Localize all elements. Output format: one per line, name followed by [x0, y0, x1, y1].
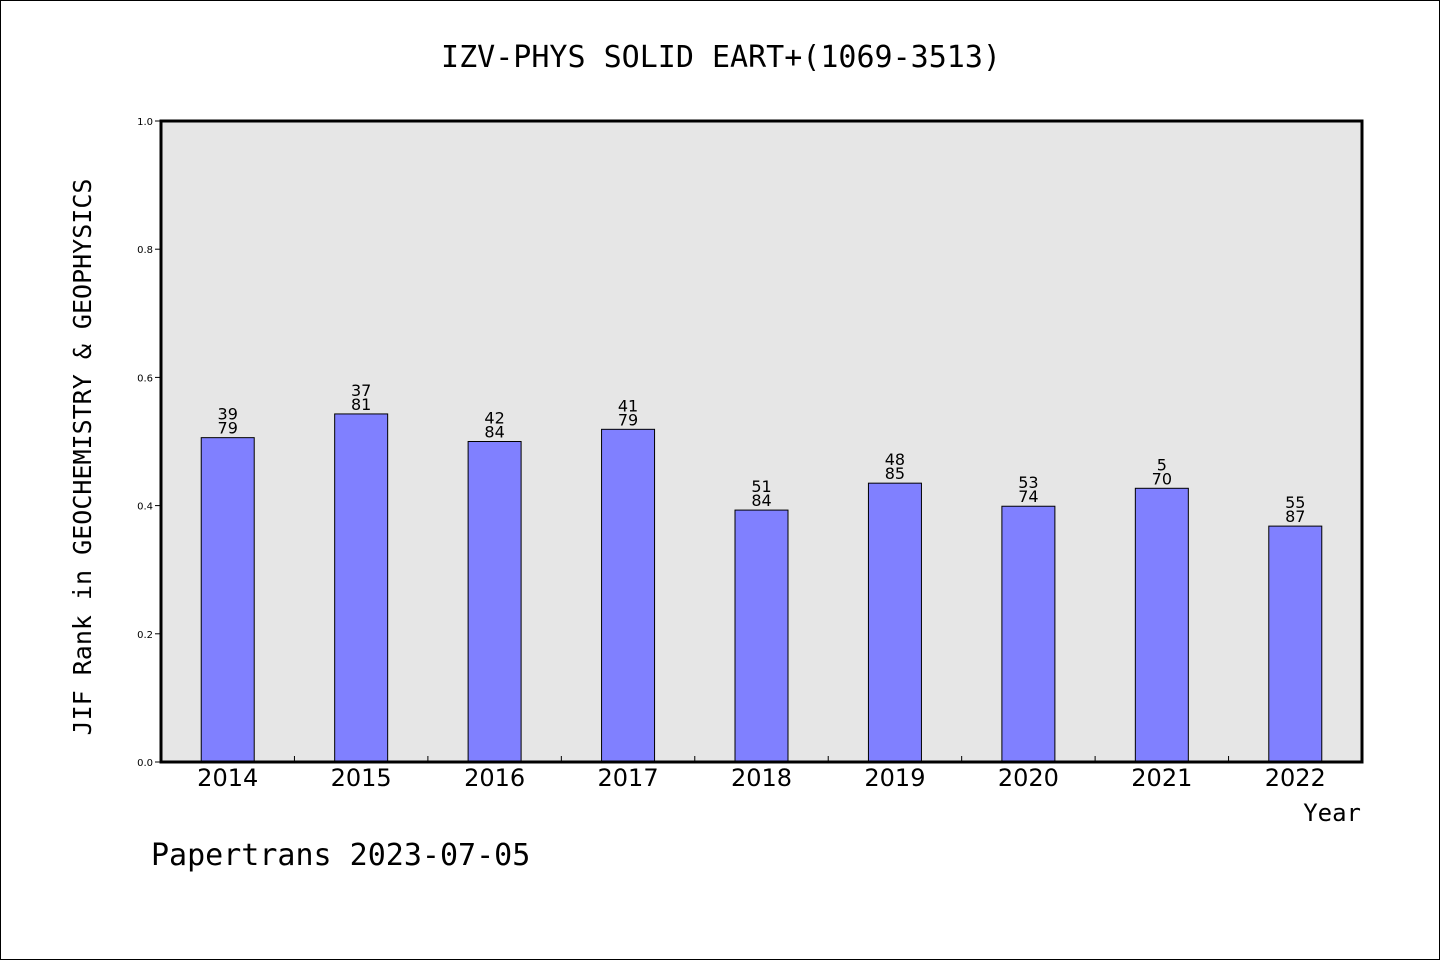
- y-tick-label: 0.4: [137, 502, 153, 513]
- y-tick-label: 0.6: [137, 373, 153, 384]
- bar: [867, 482, 922, 763]
- bar: [200, 437, 255, 763]
- y-tick-label: 1.0: [137, 117, 153, 128]
- bar: [467, 441, 522, 763]
- bar: [734, 509, 789, 763]
- bar-total-label: 79: [618, 410, 638, 429]
- y-tick-label: 0.0: [137, 758, 153, 769]
- bar: [601, 428, 656, 763]
- bar-total-label: 85: [885, 464, 905, 483]
- bar-total-label: 84: [751, 491, 771, 510]
- x-tick-label: 2014: [197, 764, 258, 792]
- bar-total-label: 84: [484, 423, 504, 442]
- x-tick-label: 2020: [998, 764, 1059, 792]
- footer-credit: Papertrans 2023-07-05: [151, 838, 530, 873]
- bar-rank-label: 39: [218, 405, 238, 424]
- bar-total-label: 79: [218, 419, 238, 438]
- bar-rank-label: 53: [1018, 473, 1038, 492]
- x-tick-label: 2022: [1265, 764, 1326, 792]
- bar: [1001, 505, 1056, 763]
- x-tick-label: 2016: [464, 764, 525, 792]
- bar-rank-label: 42: [484, 409, 504, 428]
- x-tick-label: 2019: [864, 764, 925, 792]
- bar-rank-label: 5: [1157, 455, 1167, 474]
- bar-total-label: 74: [1018, 487, 1038, 506]
- bar: [1134, 487, 1189, 763]
- x-tick-label: 2017: [598, 764, 659, 792]
- bar: [334, 413, 389, 763]
- bar-rank-label: 37: [351, 381, 371, 400]
- bar: [1268, 525, 1323, 763]
- x-tick-label: 2015: [331, 764, 392, 792]
- bar-total-label: 87: [1285, 507, 1305, 526]
- x-axis-title: Year: [1303, 799, 1361, 827]
- y-tick-label: 0.8: [137, 245, 153, 256]
- bar-total-label: 81: [351, 395, 371, 414]
- bar-rank-label: 55: [1285, 493, 1305, 512]
- y-tick-label: 0.2: [137, 630, 153, 641]
- bar-rank-label: 41: [618, 396, 638, 415]
- plot-border: [159, 119, 1364, 764]
- y-axis: 0.0 0.2 0.4 0.6 0.8 1.0: [137, 117, 161, 769]
- y-axis-title: JIF Rank in GEOCHEMISTRY & GEOPHYSICS: [68, 179, 97, 736]
- chart-title: IZV-PHYS SOLID EART+(1069-3513): [441, 40, 1001, 75]
- x-tick-label: 2021: [1131, 764, 1192, 792]
- bar-rank-label: 51: [751, 477, 771, 496]
- bar-total-label: 70: [1152, 469, 1172, 488]
- x-axis: 2014 2015 2016 2017 2018 2019 2020 2021 2022: [197, 756, 1326, 792]
- bar-rank-label: 48: [885, 450, 905, 469]
- x-tick-label: 2018: [731, 764, 792, 792]
